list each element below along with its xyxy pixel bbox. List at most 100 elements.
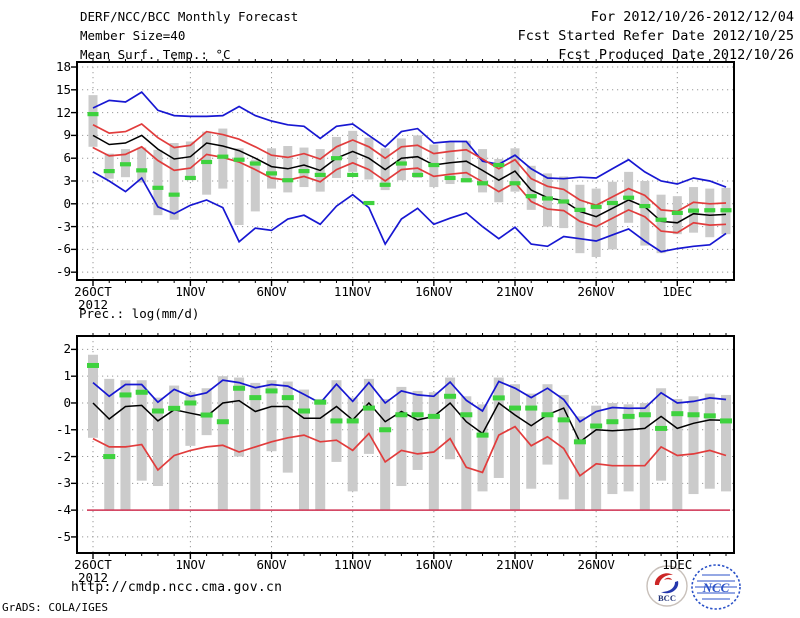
observation-mark [720, 208, 732, 213]
observation-mark [590, 423, 603, 429]
spread-bar [185, 141, 195, 181]
x-tick-label: 1DEC [662, 557, 693, 572]
observation-mark [135, 389, 148, 395]
observation-mark [216, 419, 229, 425]
observation-mark [249, 161, 261, 166]
observation-mark [233, 157, 245, 162]
bcc-logo-text: BCC [658, 593, 676, 603]
grads-credit: GrADS: COLA/IGES [2, 601, 108, 614]
observation-mark [281, 395, 294, 401]
observation-mark [558, 199, 570, 204]
spread-bar [510, 148, 520, 192]
observation-mark [233, 385, 246, 391]
observation-mark [330, 156, 342, 161]
observation-mark [136, 168, 148, 173]
spread-bar [591, 405, 602, 511]
y-tick-label: -9 [55, 264, 71, 280]
x-tick-label: 11NOV [333, 557, 372, 572]
spread-bar [88, 354, 98, 438]
x-tick-label: 6NOV [256, 284, 287, 299]
y-tick-label: 12 [55, 104, 71, 120]
y-tick-label: 9 [63, 127, 71, 143]
spread-bar [396, 138, 406, 181]
observation-mark [476, 432, 489, 438]
observation-mark [638, 412, 651, 418]
x-tick-label: 26OCT [74, 284, 112, 299]
spread-bar [558, 394, 569, 500]
y-tick-label: 0 [63, 394, 71, 410]
observation-mark [395, 412, 408, 418]
bcc-logo-blue-swirl [661, 581, 679, 594]
spread-bar [250, 159, 260, 212]
ncc-logo-stripes [695, 574, 737, 600]
observation-mark [168, 192, 180, 197]
spread-bar [315, 398, 326, 511]
x-tick-year-label: 2012 [77, 297, 109, 312]
spread-bar [640, 180, 650, 246]
temp-chart-title: Mean Surf. Temp.: °C [80, 47, 231, 62]
y-tick-label: -3 [55, 218, 71, 234]
y-tick-label: -3 [55, 475, 71, 491]
spread-bar [607, 181, 617, 250]
observation-mark [703, 413, 716, 419]
y-tick-label: 18 [55, 59, 71, 74]
ensemble-mean-line [92, 399, 727, 443]
spread-bar [88, 95, 98, 147]
observation-mark [200, 412, 213, 418]
observation-mark [688, 208, 700, 213]
observation-mark [363, 200, 375, 206]
observation-mark [379, 427, 392, 433]
ensemble-mean-line [92, 134, 727, 224]
observation-mark [573, 439, 586, 445]
spread-bar [153, 149, 163, 216]
observation-mark [557, 417, 570, 423]
spread-bar [705, 188, 715, 238]
forecast-range-label: For 2012/10/26-2012/12/04 [590, 9, 794, 25]
observation-mark [671, 210, 683, 216]
observation-mark [217, 154, 229, 159]
observation-mark [623, 195, 635, 200]
observation-mark [704, 208, 716, 213]
observation-mark [412, 172, 424, 178]
ensemble-min-line [92, 171, 727, 253]
spread-bar [380, 398, 391, 511]
lower-bound-line [92, 145, 727, 234]
precip-chart-title: Prec.: log(mm/d) [79, 306, 200, 321]
spread-bar [169, 385, 180, 511]
ncc-logo-text: NCC [702, 580, 730, 595]
spread-bar [234, 377, 245, 457]
ensemble-min-line [92, 425, 727, 478]
x-tick-label: 1NOV [175, 284, 206, 299]
spread-bar [591, 188, 601, 257]
precip-chart-svg [71, 333, 735, 559]
member-size-label: Member Size=40 [80, 28, 186, 43]
y-tick-label: 1 [63, 368, 71, 384]
spread-bar [234, 148, 244, 226]
spread-bar [185, 392, 196, 446]
bcc-logo-ring [646, 565, 688, 607]
spread-bar [542, 384, 553, 465]
y-tick-label: 3 [63, 172, 71, 188]
observation-mark [655, 425, 668, 431]
plot-frame [76, 61, 735, 281]
observation-mark [379, 182, 391, 187]
y-tick-label: -6 [55, 241, 71, 257]
observation-mark [509, 181, 521, 186]
observation-mark [574, 207, 586, 212]
x-tick-year-label: 2012 [77, 570, 109, 585]
observation-mark [428, 162, 440, 168]
observation-mark [525, 405, 538, 411]
observation-mark [477, 181, 489, 186]
bcc-logo-red-accent [664, 577, 672, 580]
spread-bar [493, 377, 504, 478]
ensemble-max-line [92, 91, 727, 188]
observation-mark [119, 392, 132, 398]
spread-bar [412, 390, 423, 470]
spread-bar [623, 404, 634, 492]
spread-bar [266, 380, 277, 452]
observation-mark [411, 412, 424, 418]
spread-bar [461, 396, 472, 511]
observation-mark [492, 395, 505, 401]
observation-mark [606, 200, 618, 206]
